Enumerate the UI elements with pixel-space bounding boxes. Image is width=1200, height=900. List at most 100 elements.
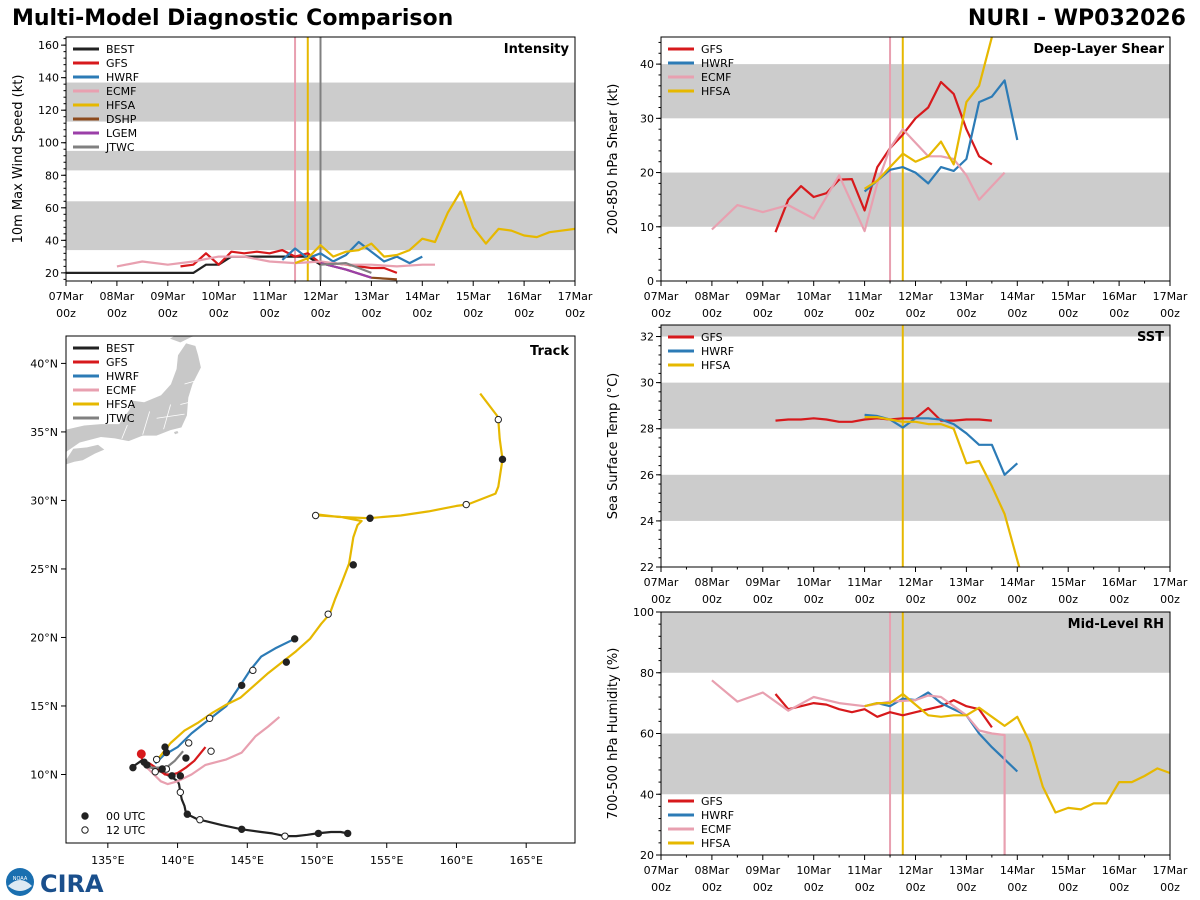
rh-xtick-sublabel: 00z <box>1058 881 1078 894</box>
intensity-xtick-label: 16Mar <box>507 290 542 303</box>
track-legend-label-jtwc: JTWC <box>105 412 135 425</box>
shear-ytick-label: 0 <box>647 275 654 288</box>
sst-legend-label-gfs: GFS <box>701 331 723 344</box>
track-marker-legend-1 <box>81 826 89 834</box>
track-point-00 <box>238 825 246 833</box>
track-point-12 <box>152 755 161 764</box>
track-xtick-label: 160°E <box>440 854 473 867</box>
track-ytick-label: 15°N <box>30 700 58 713</box>
track-marker-legend-label-1: 12 UTC <box>106 824 146 837</box>
sst-ytick-label: 30 <box>640 377 654 390</box>
rh-xtick-sublabel: 00z <box>651 881 671 894</box>
storm-id-title: NURI - WP032026 <box>967 6 1186 31</box>
shear-xtick-label: 13Mar <box>949 290 984 303</box>
track-xtick-label: 135°E <box>91 854 124 867</box>
sst-ytick-label: 22 <box>640 561 654 574</box>
sst-frame <box>660 324 1171 568</box>
sst-xtick-sublabel: 00z <box>753 593 773 606</box>
intensity-series-hfsa <box>294 190 575 265</box>
sst-xtick-label: 15Mar <box>1051 576 1086 589</box>
intensity-series-hwrf <box>281 240 423 265</box>
track-marker-legend-label-0: 00 UTC <box>106 810 146 823</box>
sst-chart: 22 24 26 28 30 32 07Mar 00z 08Mar 00z 09Mar 00z 10Ma… <box>606 324 1188 606</box>
track-point-00 <box>140 758 148 766</box>
land-border-3 <box>180 401 192 405</box>
shear-xtick-label: 07Mar <box>644 290 679 303</box>
shear-series-hfsa <box>864 37 993 190</box>
sst-panel-label: SST <box>1137 330 1164 345</box>
track-point-00 <box>366 514 374 522</box>
track-point-00 <box>129 763 137 772</box>
track-point-00 <box>238 681 246 690</box>
sst-xtick-sublabel: 00z <box>702 593 722 606</box>
shear-xtick-sublabel: 00z <box>753 307 773 320</box>
track-point-00 <box>343 829 352 838</box>
shear-xtick-label: 12Mar <box>898 290 933 303</box>
track-hfsa <box>155 392 504 762</box>
rh-xtick-label: 15Mar <box>1051 864 1086 877</box>
shear-xtick-sublabel: 00z <box>1160 307 1180 320</box>
track-point-00 <box>314 829 323 838</box>
sst-ylabel: Sea Surface Temp (°C) <box>606 373 621 520</box>
track-point-00 <box>183 810 192 818</box>
intensity-xtick-label: 12Mar <box>303 290 338 303</box>
rh-xtick-label: 07Mar <box>644 864 679 877</box>
rh-xtick-label: 09Mar <box>745 864 780 877</box>
sst-xtick-label: 17Mar <box>1153 576 1188 589</box>
track-frame <box>65 335 576 844</box>
rh-band-0 <box>661 733 1170 795</box>
rh-xtick-sublabel: 00z <box>1109 881 1129 894</box>
intensity-series-jtwc <box>320 262 372 274</box>
track-point-12 <box>494 415 503 424</box>
sst-xtick-label: 14Mar <box>1000 576 1035 589</box>
sst-xtick-label: 08Mar <box>695 576 730 589</box>
shear-legend-label-hwrf: HWRF <box>701 57 734 70</box>
track-point-12 <box>207 747 215 755</box>
sst-xtick-sublabel: 00z <box>1058 593 1078 606</box>
shear-chart: 0 10 20 30 40 07Mar 00z 08Mar 00z 09Mar 00z 10Mar 00… <box>606 36 1188 320</box>
rh-legend-label-gfs: GFS <box>701 795 723 808</box>
intensity-xtick-sublabel: 00z <box>107 307 127 320</box>
track-point-12 <box>249 666 257 675</box>
sst-plot-area <box>661 325 1170 567</box>
noaa-logo-text: NOAA <box>13 876 28 882</box>
sst-legend-label-hfsa: HFSA <box>701 359 731 372</box>
track-point-12 <box>311 511 320 520</box>
shear-xtick-sublabel: 00z <box>855 307 875 320</box>
intensity-legend-label-lgem: LGEM <box>106 127 137 140</box>
shear-plot-area <box>661 37 1170 281</box>
rh-xtick-label: 08Mar <box>695 864 730 877</box>
track-point-12 <box>324 610 332 618</box>
shear-xtick-label: 08Mar <box>695 290 730 303</box>
track-xtick-label: 150°E <box>300 854 333 867</box>
track-point-12 <box>462 500 470 509</box>
track-legend-label-gfs: GFS <box>106 356 128 369</box>
rh-chart: 20 40 60 80 100 07Mar 00z 08Mar 00z 09Mar 00z 10Mar… <box>606 606 1188 894</box>
track-ecmf <box>146 716 281 786</box>
intensity-xtick-label: 13Mar <box>354 290 389 303</box>
intensity-xtick-label: 11Mar <box>252 290 287 303</box>
shear-xtick-sublabel: 00z <box>1007 307 1027 320</box>
rh-ytick-label: 100 <box>633 606 654 619</box>
track-point-00 <box>291 635 299 643</box>
rh-xtick-label: 17Mar <box>1153 864 1188 877</box>
track-ytick-label: 25°N <box>30 563 58 576</box>
track-point-12 <box>196 816 204 824</box>
sst-xtick-label: 13Mar <box>949 576 984 589</box>
rh-series-ecmf <box>711 679 1006 855</box>
track-point-00 <box>182 754 190 762</box>
track-point-red <box>136 749 146 759</box>
intensity-xtick-label: 10Mar <box>201 290 236 303</box>
track-ytick-label: 35°N <box>30 426 58 439</box>
intensity-xtick-sublabel: 00z <box>311 307 331 320</box>
land-polygon-3 <box>172 430 180 436</box>
track-point-00 <box>498 455 507 464</box>
intensity-legend-label-ecmf: ECMF <box>106 85 136 98</box>
track-xtick-label: 165°E <box>509 854 542 867</box>
sst-xtick-label: 16Mar <box>1102 576 1137 589</box>
track-xtick-label: 140°E <box>161 854 194 867</box>
intensity-ytick-label: 20 <box>45 267 59 280</box>
track-point-00 <box>176 772 185 780</box>
sst-xtick-sublabel: 00z <box>1007 593 1027 606</box>
